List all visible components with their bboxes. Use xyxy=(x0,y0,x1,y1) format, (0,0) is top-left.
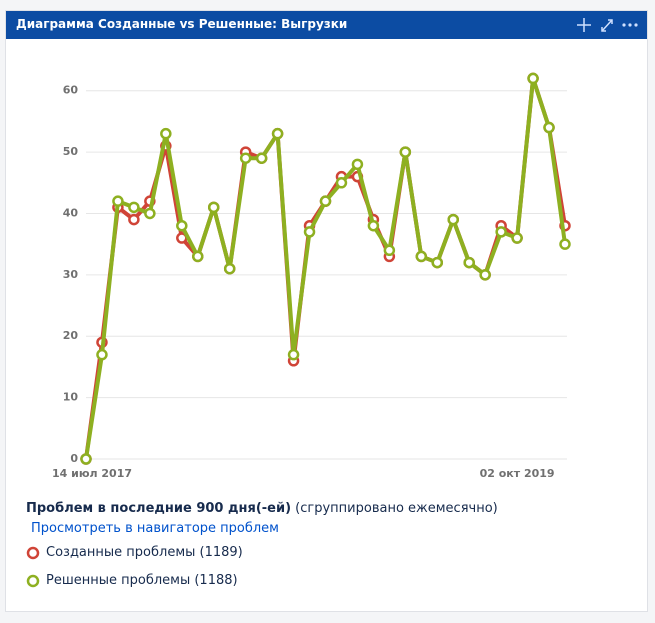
data-point xyxy=(511,232,523,244)
data-point xyxy=(431,256,444,269)
data-point xyxy=(367,219,380,232)
navigator-link[interactable]: Просмотреть в навигаторе проблем xyxy=(31,521,279,536)
chart: 0 10 20 30 40 50 60 14 июл 2017 02 окт 2019 xyxy=(52,72,571,479)
data-point xyxy=(479,269,491,281)
x-tick-label: 14 июл 2017 xyxy=(52,467,132,479)
data-point xyxy=(559,238,571,250)
data-point xyxy=(176,219,188,232)
data-point xyxy=(80,453,92,465)
data-point xyxy=(271,127,284,140)
legend-item: Созданные проблемы (1189) xyxy=(26,545,243,560)
y-tick-label: 40 xyxy=(63,206,79,219)
gadget-header: Диаграмма Созданные vs Решенные: Выгрузк… xyxy=(6,11,647,39)
header-icons[interactable] xyxy=(577,16,639,34)
legend-marker xyxy=(26,574,40,587)
series-line xyxy=(84,76,567,460)
gadget: Диаграмма Созданные vs Решенные: Выгрузк… xyxy=(5,10,648,612)
y-tick-label: 20 xyxy=(63,329,79,342)
data-point xyxy=(447,213,459,226)
x-tick-label: 02 окт 2019 xyxy=(480,467,555,479)
summary: Проблем в последние 900 дня(-ей) (сгрупп… xyxy=(26,501,498,516)
legend-label: Решенные проблемы (1188) xyxy=(46,573,238,588)
y-tick-label: 0 xyxy=(70,452,78,465)
y-tick-label: 10 xyxy=(63,391,79,404)
data-point xyxy=(383,244,396,257)
data-point xyxy=(463,256,475,269)
data-point xyxy=(160,127,172,140)
summary-text: Проблем в последние 900 дня(-ей) xyxy=(26,501,292,516)
legend-label: Созданные проблемы (1189) xyxy=(46,545,243,560)
data-point xyxy=(128,213,140,226)
data-point xyxy=(287,348,300,361)
data-point xyxy=(303,226,316,238)
data-point xyxy=(495,226,507,238)
data-point xyxy=(351,158,364,171)
data-point xyxy=(255,152,268,164)
data-point xyxy=(192,250,204,263)
y-tick-label: 60 xyxy=(63,84,79,97)
data-point xyxy=(239,152,252,164)
legend-marker xyxy=(26,546,40,559)
data-point xyxy=(319,195,332,207)
legend-swatch xyxy=(26,574,40,587)
data-point xyxy=(144,207,156,220)
y-tick-label: 50 xyxy=(63,145,79,158)
data-point xyxy=(128,201,140,214)
data-point xyxy=(223,262,236,275)
gadget-title: Диаграмма Созданные vs Решенные: Выгрузк… xyxy=(16,17,348,31)
data-point xyxy=(415,250,428,263)
grouping-text: (сгруппировано ежемесячно) xyxy=(295,501,498,516)
series-line xyxy=(84,76,567,460)
data-point xyxy=(527,72,539,85)
legend-item: Решенные проблемы (1188) xyxy=(26,573,238,588)
data-point xyxy=(96,348,108,361)
data-point xyxy=(207,201,220,214)
data-point xyxy=(543,121,555,134)
y-tick-label: 30 xyxy=(63,268,79,281)
data-point xyxy=(335,177,348,189)
legend-swatch xyxy=(26,546,40,559)
data-point xyxy=(399,146,412,158)
data-point xyxy=(112,195,124,207)
